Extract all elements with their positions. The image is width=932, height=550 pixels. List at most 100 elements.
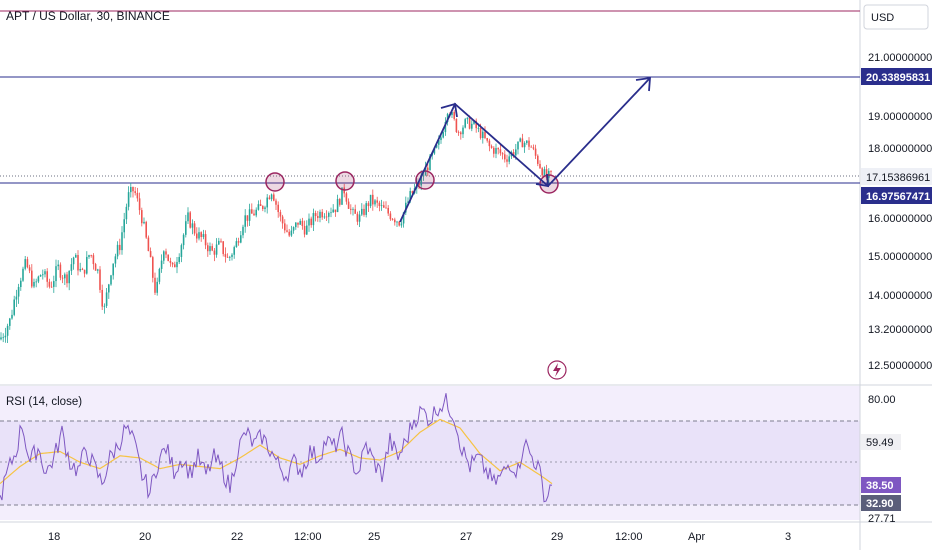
- candle-body: [332, 209, 334, 213]
- candle-body: [46, 271, 48, 282]
- candle-body: [506, 159, 508, 162]
- rsi-ma-line[interactable]: [0, 418, 553, 485]
- candle-body: [94, 264, 97, 271]
- candle-body: [15, 296, 18, 300]
- candle-body: [295, 222, 297, 228]
- candle-body: [24, 259, 26, 269]
- price-tick: 21.00000000: [868, 52, 932, 64]
- arrowhead-target: [635, 76, 651, 92]
- time-tick: 25: [368, 531, 380, 543]
- candle-body: [178, 256, 180, 263]
- candle-body: [231, 254, 233, 257]
- candle-body: [394, 219, 396, 223]
- rsi-title[interactable]: RSI (14, close): [6, 396, 82, 408]
- candle-body: [244, 215, 246, 227]
- candle-body: [484, 131, 486, 139]
- rsi-ma-label: 59.49: [861, 434, 901, 450]
- candle-body: [156, 281, 158, 293]
- lightning-icon[interactable]: [547, 360, 567, 380]
- candle-body: [495, 148, 497, 154]
- candle-body: [290, 230, 293, 236]
- candle-body: [83, 269, 86, 274]
- candle-body: [281, 216, 284, 224]
- price-tick: 15.00000000: [868, 251, 932, 263]
- candle-body: [284, 223, 286, 231]
- currency-button[interactable]: USD: [863, 4, 929, 30]
- candle-body: [396, 221, 398, 223]
- arrowhead-up: [440, 102, 458, 118]
- candle-body: [440, 137, 442, 141]
- candle-body: [455, 118, 458, 132]
- candle-body: [477, 127, 480, 129]
- candle-body: [275, 200, 277, 205]
- candle-body: [132, 186, 134, 192]
- candle-body: [90, 255, 92, 256]
- candle-body: [385, 207, 387, 209]
- projection-path[interactable]: [399, 77, 651, 223]
- candle-body: [257, 204, 260, 210]
- candle-body: [211, 246, 213, 251]
- candle-body: [442, 132, 444, 138]
- candle-body: [114, 256, 117, 264]
- candle-body: [270, 194, 273, 200]
- candle-body: [259, 204, 262, 206]
- candle-body: [253, 213, 255, 216]
- candle-body: [345, 193, 348, 202]
- rsi-lines-group: [0, 393, 553, 503]
- candle-body: [512, 152, 515, 156]
- price-tick: 13.20000000: [868, 324, 932, 336]
- retest-circle[interactable]: [415, 170, 435, 190]
- candle-body: [504, 154, 506, 160]
- candle-body: [297, 222, 299, 225]
- candle-body: [246, 215, 249, 221]
- candle-body: [292, 227, 295, 231]
- rsi-line[interactable]: [0, 393, 553, 503]
- retest-circle[interactable]: [335, 171, 355, 191]
- candle-body: [374, 200, 376, 205]
- candle-body: [312, 213, 315, 226]
- candle-body: [13, 299, 15, 315]
- retest-circle[interactable]: [265, 172, 285, 192]
- time-tick: 12:00: [615, 531, 643, 543]
- candle-body: [193, 223, 196, 234]
- price-tick: 19.00000000: [868, 111, 932, 123]
- projection-arrow-drawing[interactable]: [399, 76, 651, 223]
- candle-body: [48, 281, 51, 287]
- candle-body: [266, 197, 268, 208]
- candle-body: [198, 232, 200, 239]
- candle-body: [543, 169, 546, 176]
- candle-body: [218, 240, 220, 245]
- candle-body: [325, 216, 328, 218]
- time-axis[interactable]: 18 20 22 12:00 25 27 29 12:00 Apr 3: [48, 531, 791, 543]
- candle-body: [365, 203, 367, 215]
- rsi-band: [0, 421, 860, 505]
- time-tick: Apr: [688, 531, 705, 543]
- candle-body: [468, 117, 471, 129]
- candle-body: [545, 169, 548, 179]
- candle-body: [451, 111, 453, 116]
- candle-body: [191, 223, 194, 228]
- candle-body: [466, 117, 469, 120]
- candle-body: [99, 269, 101, 290]
- candle-body: [427, 167, 429, 171]
- symbol-title[interactable]: APT / US Dollar, 30, BINANCE: [6, 9, 170, 23]
- candle-body: [479, 127, 482, 139]
- candle-body: [339, 199, 341, 205]
- candles-group: [0, 109, 552, 343]
- candle-body: [138, 198, 141, 211]
- candle-body: [141, 210, 143, 224]
- candle-body: [79, 268, 81, 271]
- candle-body: [457, 131, 460, 133]
- price-axis[interactable]: 21.00000000 19.00000000 18.00000000 16.0…: [868, 52, 932, 372]
- candle-body: [11, 314, 13, 319]
- candle-body: [482, 131, 484, 139]
- candle-body: [301, 220, 304, 227]
- candle-body: [493, 147, 495, 154]
- candle-body: [286, 230, 288, 232]
- candle-body: [163, 251, 165, 261]
- candle-body: [444, 121, 447, 133]
- rsi-value-label: 38.50: [861, 477, 901, 493]
- candle-body: [127, 192, 130, 207]
- candle-body: [222, 241, 224, 255]
